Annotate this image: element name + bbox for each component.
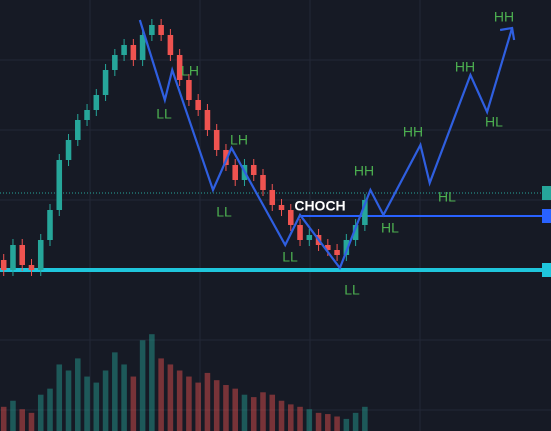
annotation: CHOCH [294,198,345,214]
candle-body [139,35,146,60]
candle-body [10,245,16,270]
volume-bar [149,334,155,431]
annotation: LL [282,249,298,265]
level-tag [542,263,551,277]
candle-body [167,35,174,55]
annotation: HL [438,189,456,205]
level-tag [542,209,551,223]
volume-bar [288,404,294,431]
annotation: LL [216,204,232,220]
volume-bar [176,370,183,431]
candle-body [0,260,7,270]
volume-bar [84,376,90,431]
volume-bar [334,416,340,431]
annotation: LH [230,132,248,148]
annotation: HL [381,220,399,236]
volume-bar [102,370,109,431]
candle-body [75,120,81,140]
volume-bar [37,394,44,431]
volume-bar [65,370,72,431]
candle-body [362,200,368,225]
candle-body [93,95,100,110]
volume-bar [158,358,164,431]
volume-bar [28,412,35,431]
volume-bar [130,376,137,431]
candle-body [37,240,44,270]
volume-bar [93,382,100,431]
volume-bar [260,392,266,431]
volume-bar [278,400,285,431]
volume-bar [47,388,53,431]
volume-bar [204,372,211,431]
candle-body [260,175,266,190]
annotation: LL [156,106,172,122]
candle-body [223,150,229,165]
candle-body [84,110,90,120]
candle-body [278,205,285,210]
volume-bar [362,406,368,431]
annotation: HL [485,114,503,130]
volume-bar [19,409,26,431]
candle-body [325,245,331,250]
zigzag-line [138,19,514,271]
volume-bar [186,376,192,431]
candle-body [130,45,137,60]
volume-bar [10,400,16,431]
volume-bar [250,397,257,431]
candle-body [195,100,201,110]
volume-bar [352,412,359,431]
volume-bar [139,340,146,431]
candle-body [65,140,72,160]
volume-bar [223,385,229,431]
annotation: LH [181,63,199,79]
annotation: HH [354,163,374,179]
volume-bar [75,358,81,431]
candle-body [28,265,35,270]
volume-bar [315,412,322,431]
volume-bar [241,394,248,431]
volume-bar [306,409,313,431]
annotation: HH [494,9,514,25]
candle-body [334,250,340,255]
volume-bar [232,388,238,431]
candle-body [121,45,127,55]
candle-body [297,225,303,240]
candle-body [352,225,359,240]
candle-body [250,165,257,175]
candle-body [269,190,276,205]
volume-bar [121,364,127,431]
volume-bar [56,364,63,431]
candle-body [19,245,26,265]
volume-bar [343,418,350,431]
candle-body [158,25,164,35]
candle-body [213,130,220,150]
candle-body [102,70,109,95]
volume-bar [0,406,7,431]
candle-body [204,110,211,130]
volume-bar [269,394,276,431]
candle-body [149,25,155,35]
volume-bar [112,352,118,431]
volume-bar [167,364,174,431]
volume-bar [213,380,220,431]
candle-body [343,240,350,255]
candle-body [288,210,294,225]
annotation: HH [455,59,475,75]
candle-body [186,80,192,100]
candle-body [232,165,238,180]
candle-body [47,210,53,240]
annotation: HH [403,124,423,140]
candle-body [306,235,313,240]
candle-body [112,55,118,70]
arrow-head [499,26,516,41]
candle-body [56,160,63,210]
price-tag [542,186,551,200]
volume-bar [325,414,331,431]
candle-body [176,55,183,80]
annotation: LL [344,282,360,298]
volume-bar [195,382,201,431]
volume-bar [297,406,303,431]
